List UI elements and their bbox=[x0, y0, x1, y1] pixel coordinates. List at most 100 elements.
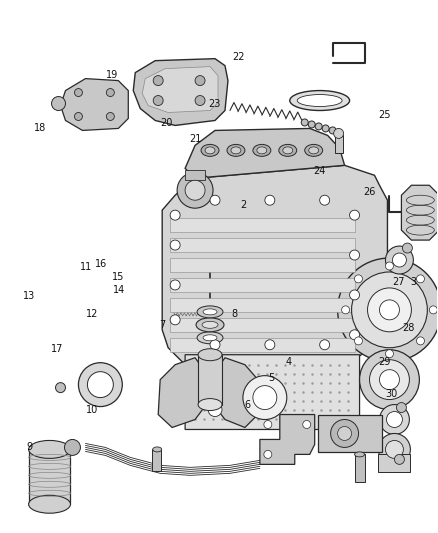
Circle shape bbox=[378, 433, 410, 465]
Circle shape bbox=[56, 383, 66, 393]
Circle shape bbox=[352, 272, 427, 348]
Bar bbox=[198, 355, 222, 405]
Circle shape bbox=[74, 112, 82, 120]
Bar bbox=[355, 455, 364, 482]
Circle shape bbox=[74, 88, 82, 96]
Text: 2: 2 bbox=[240, 200, 246, 211]
Text: 30: 30 bbox=[385, 389, 398, 399]
Circle shape bbox=[392, 253, 406, 267]
Circle shape bbox=[350, 250, 360, 260]
Circle shape bbox=[367, 288, 411, 332]
Circle shape bbox=[195, 95, 205, 106]
Ellipse shape bbox=[309, 147, 319, 154]
Ellipse shape bbox=[279, 144, 297, 156]
Text: 16: 16 bbox=[95, 259, 107, 269]
Bar bbox=[378, 455, 410, 472]
Bar bbox=[170, 258, 355, 272]
Circle shape bbox=[195, 76, 205, 86]
Bar bbox=[335, 135, 343, 154]
Circle shape bbox=[210, 195, 220, 205]
Circle shape bbox=[385, 350, 393, 358]
Circle shape bbox=[106, 88, 114, 96]
Circle shape bbox=[350, 330, 360, 340]
Circle shape bbox=[354, 275, 362, 283]
Text: 12: 12 bbox=[86, 309, 99, 319]
Circle shape bbox=[396, 402, 406, 413]
Bar bbox=[28, 449, 71, 504]
Text: 23: 23 bbox=[208, 100, 221, 109]
Text: 20: 20 bbox=[160, 118, 173, 128]
Circle shape bbox=[265, 195, 275, 205]
Circle shape bbox=[395, 455, 404, 464]
Polygon shape bbox=[260, 415, 314, 464]
Circle shape bbox=[379, 300, 399, 320]
Text: 5: 5 bbox=[268, 373, 275, 383]
Circle shape bbox=[88, 372, 113, 398]
Ellipse shape bbox=[28, 495, 71, 513]
Circle shape bbox=[170, 210, 180, 220]
Text: 4: 4 bbox=[286, 357, 292, 367]
Circle shape bbox=[385, 262, 393, 270]
Circle shape bbox=[338, 426, 352, 440]
Circle shape bbox=[350, 210, 360, 220]
Circle shape bbox=[417, 275, 424, 283]
Bar bbox=[170, 238, 355, 252]
Ellipse shape bbox=[28, 440, 71, 458]
Ellipse shape bbox=[283, 147, 293, 154]
Polygon shape bbox=[401, 185, 438, 240]
Ellipse shape bbox=[153, 447, 162, 452]
Circle shape bbox=[360, 350, 419, 409]
Polygon shape bbox=[133, 59, 228, 125]
Text: 11: 11 bbox=[80, 262, 92, 271]
Text: 27: 27 bbox=[392, 278, 404, 287]
Text: 26: 26 bbox=[364, 187, 376, 197]
Circle shape bbox=[386, 411, 403, 427]
Ellipse shape bbox=[198, 349, 222, 361]
Ellipse shape bbox=[202, 321, 218, 328]
Circle shape bbox=[308, 121, 315, 128]
Bar bbox=[170, 298, 355, 312]
Text: 28: 28 bbox=[403, 322, 415, 333]
Ellipse shape bbox=[196, 318, 224, 332]
Ellipse shape bbox=[231, 147, 241, 154]
Polygon shape bbox=[142, 67, 218, 112]
Circle shape bbox=[170, 240, 180, 250]
Circle shape bbox=[177, 172, 213, 208]
Circle shape bbox=[106, 112, 114, 120]
Circle shape bbox=[354, 337, 362, 345]
Polygon shape bbox=[158, 358, 258, 427]
Circle shape bbox=[342, 306, 350, 314]
Text: 17: 17 bbox=[51, 344, 64, 354]
Text: 19: 19 bbox=[106, 70, 118, 80]
Bar bbox=[170, 218, 355, 232]
Circle shape bbox=[52, 96, 66, 110]
Ellipse shape bbox=[253, 144, 271, 156]
Circle shape bbox=[320, 195, 330, 205]
Circle shape bbox=[315, 123, 322, 130]
Circle shape bbox=[153, 76, 163, 86]
Circle shape bbox=[64, 439, 81, 455]
Text: 3: 3 bbox=[410, 278, 417, 287]
Text: 6: 6 bbox=[244, 400, 251, 410]
Text: 22: 22 bbox=[233, 52, 245, 62]
Circle shape bbox=[78, 362, 122, 407]
Bar bbox=[170, 318, 355, 332]
Circle shape bbox=[153, 95, 163, 106]
Ellipse shape bbox=[198, 399, 222, 410]
Circle shape bbox=[185, 180, 205, 200]
Circle shape bbox=[208, 402, 222, 416]
Circle shape bbox=[385, 246, 413, 274]
Ellipse shape bbox=[205, 147, 215, 154]
Circle shape bbox=[322, 125, 329, 132]
Ellipse shape bbox=[201, 144, 219, 156]
Circle shape bbox=[350, 290, 360, 300]
Bar bbox=[318, 415, 382, 453]
Text: 25: 25 bbox=[379, 110, 391, 120]
Text: 8: 8 bbox=[231, 309, 237, 319]
Text: 24: 24 bbox=[313, 166, 325, 176]
Bar bbox=[170, 278, 355, 292]
Ellipse shape bbox=[203, 309, 217, 315]
Polygon shape bbox=[185, 355, 360, 430]
Polygon shape bbox=[60, 78, 128, 131]
Polygon shape bbox=[162, 165, 388, 365]
